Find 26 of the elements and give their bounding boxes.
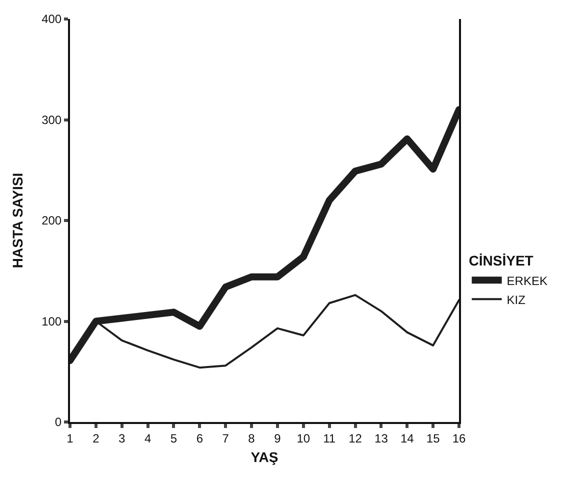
y-tick-label: 0 [54,415,62,430]
x-tick-label: 11 [323,431,336,446]
x-tick-label: 7 [222,431,230,446]
y-tick-label: 300 [42,112,62,127]
x-axis-title: YAŞ [250,449,278,466]
x-tick-label: 8 [248,431,256,446]
legend-title: CİNSİYET [468,252,534,269]
x-tick-label: 1 [66,431,74,446]
x-tick-label: 16 [452,431,466,446]
y-tick-label: 400 [42,12,62,26]
legend-label: ERKEK [506,274,548,288]
y-tick-label: 200 [42,214,62,228]
x-tick-label: 2 [92,431,100,446]
y-axis-title: HASTA SAYISI [10,172,26,268]
y-tick-label: 100 [42,314,62,328]
x-tick-label: 4 [144,431,152,446]
x-tick-label: 6 [196,431,204,446]
x-tick-label: 14 [400,431,414,446]
x-tick-label: 3 [118,431,126,446]
x-tick-label: 10 [296,431,310,446]
x-tick-label: 5 [170,431,178,446]
x-tick-label: 15 [426,431,440,446]
x-tick-label: 13 [374,431,388,446]
legend-label: KIZ [506,292,526,307]
x-tick-label: 12 [348,431,362,446]
x-tick-label: 9 [274,431,282,446]
